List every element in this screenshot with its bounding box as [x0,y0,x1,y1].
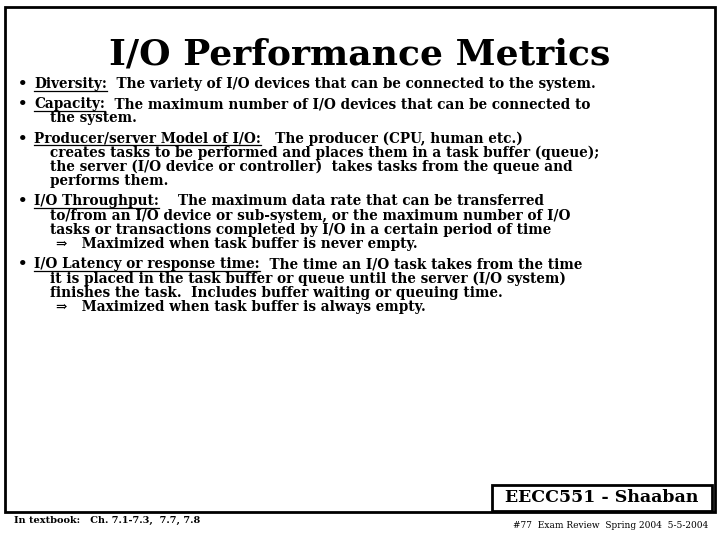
Text: Diversity:: Diversity: [34,77,107,91]
Text: The producer (CPU, human etc.): The producer (CPU, human etc.) [261,132,523,146]
Text: •: • [18,194,27,208]
Text: •: • [18,257,27,271]
Text: ⇒   Maximized when task buffer is never empty.: ⇒ Maximized when task buffer is never em… [56,237,418,251]
Text: Capacity:: Capacity: [34,97,105,111]
Text: it is placed in the task buffer or queue until the server (I/O system): it is placed in the task buffer or queue… [50,272,566,286]
Text: •: • [18,97,27,111]
Text: creates tasks to be performed and places them in a task buffer (queue);: creates tasks to be performed and places… [50,146,599,160]
Text: •: • [18,132,27,146]
Text: finishes the task.  Includes buffer waiting or queuing time.: finishes the task. Includes buffer waiti… [50,286,503,300]
Text: The maximum number of I/O devices that can be connected to: The maximum number of I/O devices that c… [105,97,590,111]
Bar [492,485,712,511]
Text: Producer/server Model of I/O:: Producer/server Model of I/O: [34,132,261,146]
Text: The time an I/O task takes from the time: The time an I/O task takes from the time [260,257,582,271]
Text: #77  Exam Review  Spring 2004  5-5-2004: #77 Exam Review Spring 2004 5-5-2004 [513,522,708,530]
Text: The maximum data rate that can be transferred: The maximum data rate that can be transf… [159,194,544,208]
Text: performs them.: performs them. [50,174,168,188]
Text: to/from an I/O device or sub-system, or the maximum number of I/O: to/from an I/O device or sub-system, or … [50,208,570,222]
Text: I/O Performance Metrics: I/O Performance Metrics [109,37,611,71]
Text: The variety of I/O devices that can be connected to the system.: The variety of I/O devices that can be c… [107,77,595,91]
Text: •: • [18,77,27,91]
Text: the system.: the system. [50,111,137,125]
Text: tasks or transactions completed by I/O in a certain period of time: tasks or transactions completed by I/O i… [50,223,552,237]
Text: I/O Throughput:: I/O Throughput: [34,194,159,208]
Text: the server (I/O device or controller)  takes tasks from the queue and: the server (I/O device or controller) ta… [50,160,572,174]
Text: ⇒   Maximized when task buffer is always empty.: ⇒ Maximized when task buffer is always e… [56,300,426,314]
Text: EECC551 - Shaaban: EECC551 - Shaaban [505,489,698,507]
Text: I/O Latency or response time:: I/O Latency or response time: [34,257,260,271]
Text: In textbook:   Ch. 7.1-7.3,  7.7, 7.8: In textbook: Ch. 7.1-7.3, 7.7, 7.8 [14,516,200,524]
